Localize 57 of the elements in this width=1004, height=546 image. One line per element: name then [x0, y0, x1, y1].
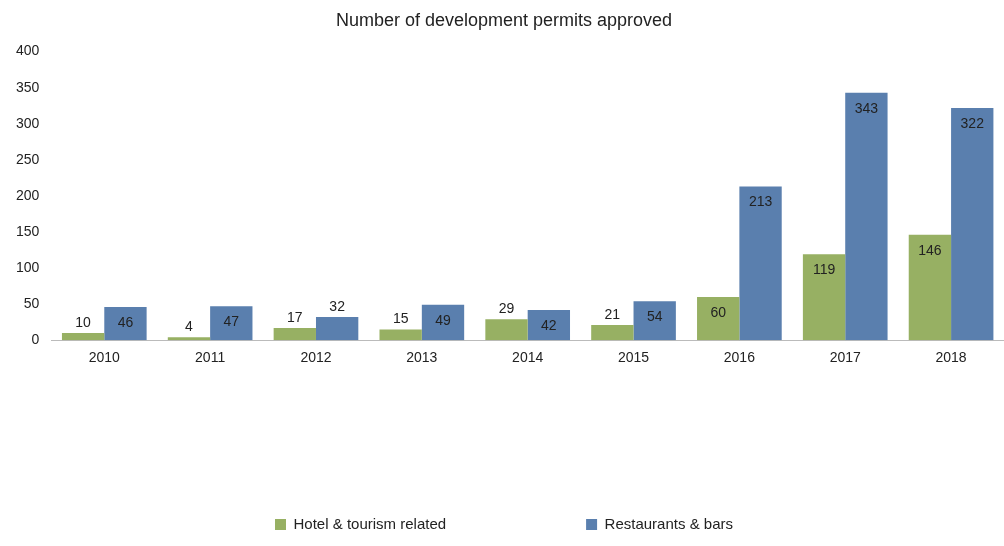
bar — [104, 307, 147, 341]
x-tick-label: 2016 — [723, 349, 756, 366]
data-label: 322 — [960, 114, 985, 131]
y-tick-label: 100 — [16, 258, 40, 275]
bar — [633, 301, 676, 341]
x-tick-label: 2010 — [88, 349, 121, 366]
bar — [908, 234, 952, 341]
y-tick-label: 50 — [23, 294, 40, 311]
y-tick-label: 200 — [16, 186, 40, 203]
data-label: 47 — [223, 313, 240, 330]
data-label: 60 — [710, 303, 727, 320]
bar — [591, 325, 634, 341]
x-tick-label: 2018 — [935, 349, 967, 366]
bar — [273, 327, 316, 341]
bar — [379, 329, 422, 341]
bar — [527, 309, 571, 341]
bar — [845, 92, 888, 341]
data-label: 10 — [75, 313, 92, 330]
legend-label: Hotel & tourism related — [293, 514, 447, 532]
bar — [210, 306, 253, 341]
data-label: 17 — [287, 308, 303, 325]
y-tick-label: 0 — [31, 331, 40, 348]
bar — [697, 296, 740, 341]
bar — [802, 254, 846, 341]
bar — [421, 304, 465, 341]
y-tick-label: 150 — [16, 222, 40, 239]
bar — [61, 332, 105, 341]
x-tick-label: 2014 — [512, 349, 544, 366]
data-label: 343 — [854, 99, 879, 116]
x-tick-label: 2013 — [406, 349, 438, 366]
y-tick-label: 300 — [16, 114, 40, 131]
data-label: 119 — [812, 261, 836, 278]
y-tick-label: 350 — [16, 78, 40, 95]
x-tick-label: 2012 — [300, 349, 332, 366]
data-label: 4 — [185, 318, 194, 335]
bar — [485, 319, 528, 341]
bar — [167, 337, 211, 341]
data-label: 146 — [918, 241, 942, 258]
y-tick-label: 250 — [16, 150, 40, 167]
data-label: 32 — [329, 297, 346, 314]
data-label: 15 — [392, 310, 409, 327]
y-tick-label: 400 — [16, 42, 40, 59]
data-label: 54 — [646, 308, 663, 325]
data-label: 46 — [117, 313, 134, 330]
bar — [315, 317, 359, 341]
bar — [951, 107, 994, 341]
x-tick-label: 2015 — [617, 349, 650, 366]
data-label: 49 — [435, 311, 451, 328]
data-label: 29 — [498, 300, 515, 317]
x-tick-label: 2011 — [195, 349, 226, 366]
chart-title: Number of development permits approved — [335, 9, 673, 30]
data-label: 213 — [748, 193, 773, 210]
x-tick-label: 2017 — [829, 349, 862, 366]
bar — [739, 186, 782, 341]
data-label: 21 — [604, 305, 621, 322]
legend-label: Restaurants & bars — [604, 514, 733, 532]
data-label: 42 — [541, 316, 557, 333]
